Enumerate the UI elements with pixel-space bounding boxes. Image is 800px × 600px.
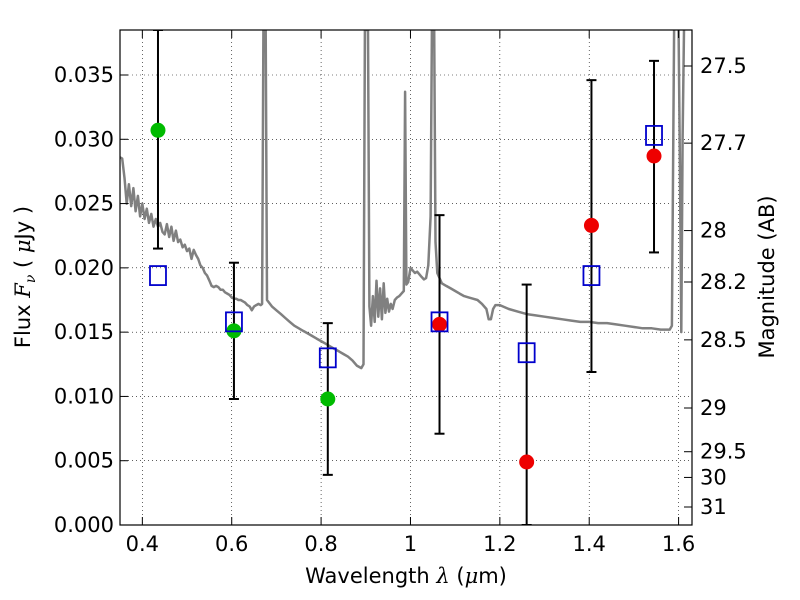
model-flux-square bbox=[517, 342, 536, 364]
y-tick-label: 0.005 bbox=[54, 449, 114, 473]
y2-tick-label: 31 bbox=[700, 495, 727, 519]
y-tick-label: 0.035 bbox=[54, 63, 114, 87]
y2-tick-label: 27.7 bbox=[700, 131, 747, 155]
y2-tick-label: 29.5 bbox=[700, 440, 747, 464]
data-point bbox=[646, 148, 662, 164]
model-flux-square bbox=[318, 347, 337, 369]
x-tick-label: 1.6 bbox=[662, 532, 695, 556]
x-tick-label: 1.4 bbox=[573, 532, 606, 556]
y2-tick-label: 28 bbox=[700, 219, 727, 243]
model-spectrum-line bbox=[677, 30, 686, 334]
axis-ticks: 0.4 0.6 0.8 1 1.2 1.4 1.6 0.000 0.005 0.010 0.015 0… bbox=[54, 30, 747, 556]
model-flux-square bbox=[645, 125, 663, 146]
y-tick-label: 0.030 bbox=[54, 127, 114, 151]
y-tick-label: 0.020 bbox=[54, 256, 114, 280]
x-tick-label: 0.8 bbox=[304, 532, 337, 556]
data-point bbox=[432, 316, 448, 332]
data-point bbox=[150, 122, 166, 138]
model-flux-square bbox=[225, 311, 243, 333]
y-tick-label: 0.000 bbox=[54, 513, 114, 537]
data-markers bbox=[149, 30, 663, 525]
x-tick-label: 1 bbox=[404, 532, 417, 556]
model-flux-square bbox=[149, 265, 167, 286]
model-flux-square bbox=[430, 311, 449, 333]
x-tick-label: 0.6 bbox=[215, 532, 248, 556]
y2-axis-title: Magnitude (AB) bbox=[755, 195, 779, 358]
y-axis-title: Flux Fν ( μJy ) bbox=[11, 206, 39, 348]
data-point bbox=[320, 391, 336, 407]
data-point bbox=[583, 217, 599, 233]
model-flux-square bbox=[582, 265, 601, 286]
y-tick-label: 0.015 bbox=[54, 320, 114, 344]
y2-tick-label: 27.5 bbox=[700, 54, 747, 78]
y-tick-label: 0.010 bbox=[54, 384, 114, 408]
y2-tick-label: 28.5 bbox=[700, 328, 747, 352]
y2-tick-label: 29 bbox=[700, 396, 727, 420]
data-point bbox=[519, 454, 535, 470]
y-tick-label: 0.025 bbox=[54, 192, 114, 216]
plot-frame bbox=[119, 29, 693, 526]
y2-tick-label: 30 bbox=[700, 465, 727, 489]
x-axis-title: Wavelength λ (μm) bbox=[305, 564, 507, 588]
x-tick-label: 1.2 bbox=[483, 532, 516, 556]
y2-tick-label: 28.2 bbox=[700, 270, 747, 294]
x-tick-label: 0.4 bbox=[126, 532, 159, 556]
